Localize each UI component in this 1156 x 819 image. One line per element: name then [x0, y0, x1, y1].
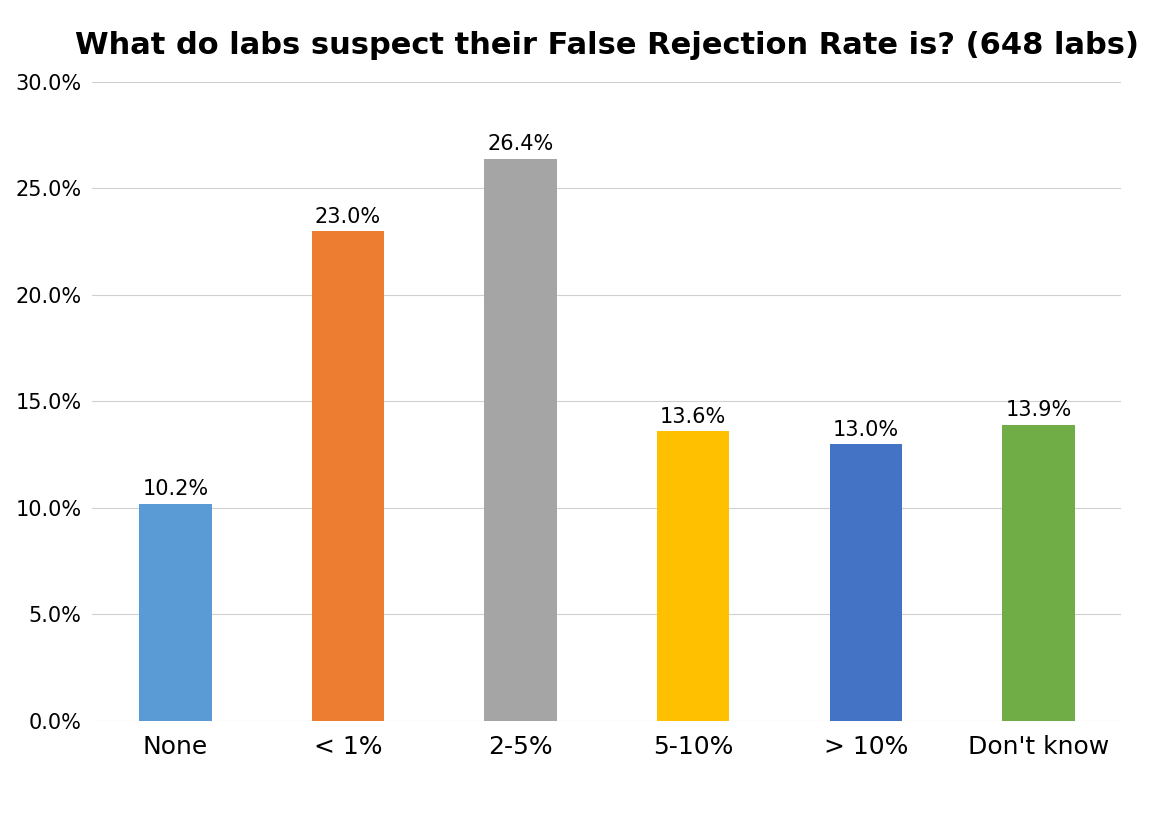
Title: What do labs suspect their False Rejection Rate is? (648 labs): What do labs suspect their False Rejecti…: [75, 31, 1139, 60]
Text: 10.2%: 10.2%: [142, 479, 208, 500]
Bar: [484, 159, 557, 721]
Text: 13.9%: 13.9%: [1006, 400, 1072, 420]
Text: 26.4%: 26.4%: [488, 134, 554, 154]
Bar: [830, 444, 902, 721]
Bar: [657, 431, 729, 721]
Bar: [312, 231, 384, 721]
Bar: [1002, 425, 1075, 721]
Text: 23.0%: 23.0%: [314, 206, 381, 227]
Bar: [139, 504, 212, 721]
Text: 13.0%: 13.0%: [832, 419, 899, 440]
Text: 13.6%: 13.6%: [660, 407, 726, 427]
